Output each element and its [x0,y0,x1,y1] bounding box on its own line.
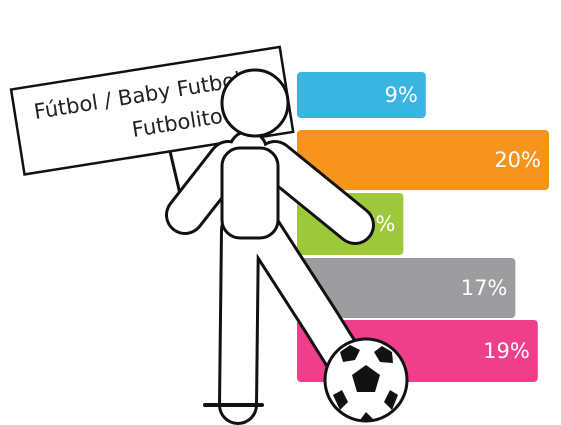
bar [297,72,426,118]
value-label: 20% [494,148,541,172]
bar [297,258,516,318]
value-label: 17% [461,276,508,300]
value-label: 19% [483,339,530,363]
value-label: 9% [384,83,417,107]
soccer-ball [323,337,409,423]
bar [297,130,549,190]
figure [165,68,375,425]
